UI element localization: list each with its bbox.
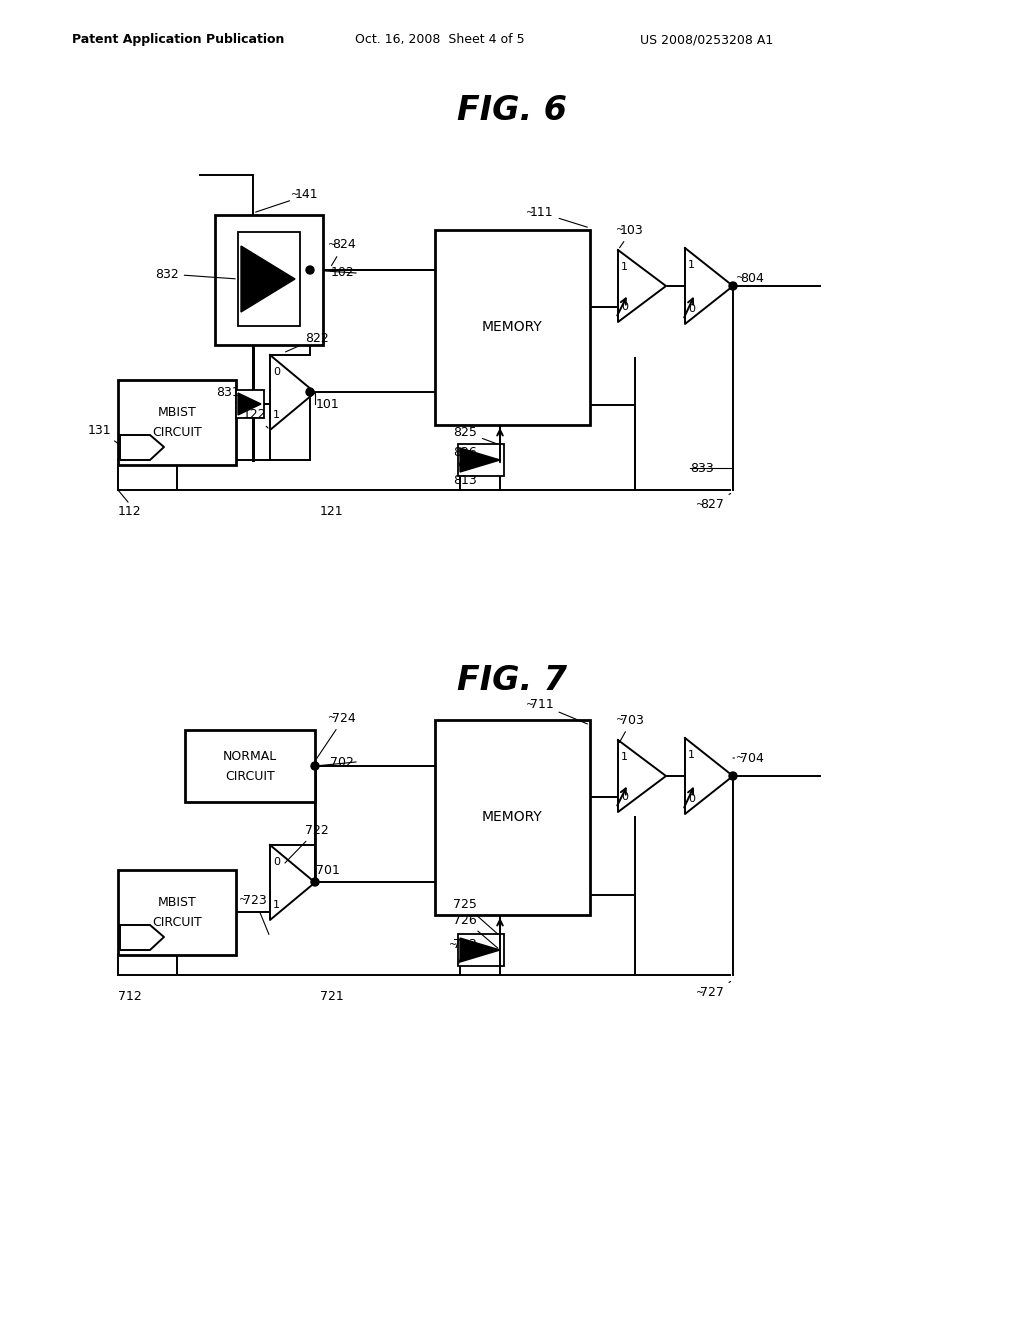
Text: ~: ~ <box>616 715 624 725</box>
Bar <box>236 389 264 418</box>
Text: 727: 727 <box>700 982 731 999</box>
Text: ~: ~ <box>449 940 457 950</box>
Text: MBIST: MBIST <box>158 895 197 908</box>
Circle shape <box>311 878 319 886</box>
Text: 831: 831 <box>216 387 240 403</box>
Text: ~: ~ <box>696 987 705 998</box>
Text: 711: 711 <box>530 698 588 723</box>
Polygon shape <box>238 393 261 414</box>
Text: 804: 804 <box>733 272 764 286</box>
Text: 0: 0 <box>621 792 628 803</box>
Circle shape <box>306 388 314 396</box>
Text: MBIST: MBIST <box>158 405 197 418</box>
Text: 813: 813 <box>453 462 477 487</box>
Polygon shape <box>460 447 500 473</box>
Text: 0: 0 <box>273 367 280 378</box>
Text: 826: 826 <box>453 446 498 459</box>
Text: Patent Application Publication: Patent Application Publication <box>72 33 285 46</box>
Circle shape <box>306 267 314 275</box>
Text: ~: ~ <box>239 895 247 906</box>
Text: 723: 723 <box>243 894 269 935</box>
Text: ~: ~ <box>526 700 535 710</box>
Text: 701: 701 <box>316 863 340 876</box>
Text: 704: 704 <box>733 751 764 764</box>
Text: 832: 832 <box>155 268 236 281</box>
Text: 0: 0 <box>273 857 280 867</box>
Circle shape <box>729 772 737 780</box>
Text: 141: 141 <box>256 189 318 213</box>
Polygon shape <box>685 248 733 323</box>
Text: 712: 712 <box>118 990 141 1003</box>
Polygon shape <box>120 925 164 950</box>
Bar <box>435 230 590 425</box>
Polygon shape <box>618 741 666 812</box>
Text: 112: 112 <box>118 506 141 517</box>
Text: CIRCUIT: CIRCUIT <box>153 425 202 438</box>
Text: 131: 131 <box>88 424 118 444</box>
Text: ~: ~ <box>696 500 705 510</box>
Text: 1: 1 <box>621 752 628 762</box>
Text: MEMORY: MEMORY <box>481 810 543 824</box>
Text: 825: 825 <box>453 425 498 444</box>
Text: 703: 703 <box>620 714 644 743</box>
Text: 1: 1 <box>688 260 695 271</box>
Text: 1: 1 <box>688 750 695 760</box>
Text: 822: 822 <box>286 331 329 352</box>
Text: 0: 0 <box>688 304 695 314</box>
Circle shape <box>311 762 319 770</box>
Polygon shape <box>120 436 164 459</box>
Polygon shape <box>241 246 295 312</box>
Text: NORMAL: NORMAL <box>223 750 278 763</box>
Text: 713: 713 <box>453 939 477 964</box>
Text: 725: 725 <box>453 899 498 935</box>
Text: CIRCUIT: CIRCUIT <box>153 916 202 928</box>
Text: ~: ~ <box>291 190 299 201</box>
Text: 1: 1 <box>621 261 628 272</box>
Bar <box>435 719 590 915</box>
Text: FIG. 7: FIG. 7 <box>457 664 567 697</box>
Text: 827: 827 <box>700 494 731 511</box>
Bar <box>118 870 236 954</box>
Bar <box>215 215 323 345</box>
Text: 0: 0 <box>688 795 695 804</box>
Text: US 2008/0253208 A1: US 2008/0253208 A1 <box>640 33 773 46</box>
Text: 726: 726 <box>453 913 498 948</box>
Text: 111: 111 <box>530 206 588 227</box>
Polygon shape <box>270 355 315 430</box>
Text: MEMORY: MEMORY <box>481 319 543 334</box>
Text: Oct. 16, 2008  Sheet 4 of 5: Oct. 16, 2008 Sheet 4 of 5 <box>355 33 524 46</box>
Text: 721: 721 <box>319 990 344 1003</box>
Polygon shape <box>460 939 500 962</box>
Text: 102: 102 <box>331 267 354 280</box>
Text: 0: 0 <box>621 302 628 312</box>
Text: 1: 1 <box>273 411 280 420</box>
Text: ~: ~ <box>526 209 535 218</box>
Text: 103: 103 <box>620 223 644 248</box>
Bar <box>458 935 504 966</box>
Text: 121: 121 <box>319 506 344 517</box>
Text: CIRCUIT: CIRCUIT <box>225 770 274 783</box>
Text: 122: 122 <box>243 408 268 428</box>
Text: 724: 724 <box>316 711 355 759</box>
Text: 702: 702 <box>330 755 354 768</box>
Text: 833: 833 <box>690 462 714 474</box>
Bar <box>185 730 315 803</box>
Bar <box>238 232 300 326</box>
Bar <box>118 380 236 465</box>
Text: ~: ~ <box>616 224 624 235</box>
Polygon shape <box>685 738 733 814</box>
Text: ~: ~ <box>736 273 744 282</box>
Text: ~: ~ <box>736 752 744 763</box>
Text: ~: ~ <box>328 240 336 249</box>
Text: ~: ~ <box>328 713 336 723</box>
Circle shape <box>729 282 737 290</box>
Text: 824: 824 <box>332 239 355 265</box>
Text: FIG. 6: FIG. 6 <box>457 94 567 127</box>
Text: 1: 1 <box>273 900 280 909</box>
Bar <box>458 444 504 477</box>
Polygon shape <box>270 845 315 920</box>
Text: 101: 101 <box>316 397 340 411</box>
Polygon shape <box>618 249 666 322</box>
Text: 722: 722 <box>285 824 329 863</box>
